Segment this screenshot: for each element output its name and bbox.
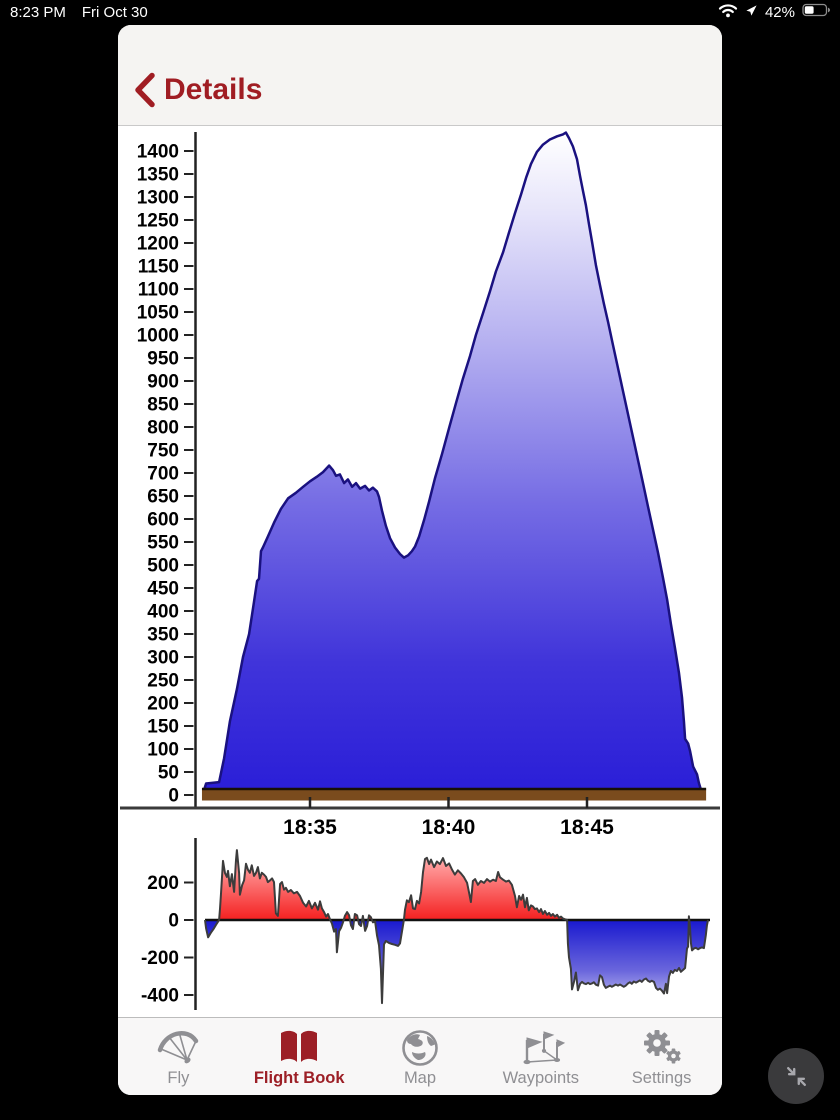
flight-charts[interactable]: 0501001502002503003504004505005506006507… [118,126,722,1017]
svg-text:550: 550 [147,533,179,554]
svg-text:1400: 1400 [137,142,179,163]
svg-text:1200: 1200 [137,234,179,255]
back-chevron-icon [135,72,155,108]
svg-text:50: 50 [158,763,179,784]
collapse-arrows-icon [786,1066,806,1086]
svg-text:150: 150 [147,717,179,738]
globe-icon [402,1030,438,1066]
svg-text:950: 950 [147,349,179,370]
svg-text:-400: -400 [141,986,179,1007]
tab-label: Map [403,1069,437,1087]
tab-flight-book[interactable]: Flight Book [239,1018,360,1095]
svg-text:750: 750 [147,441,179,462]
svg-text:0: 0 [168,786,179,807]
back-button-label: Details [164,73,263,106]
tab-label: Fly [167,1069,190,1087]
tab-label: Settings [631,1069,692,1087]
svg-text:18:40: 18:40 [422,816,476,839]
status-date: Fri Oct 30 [81,3,148,21]
svg-text:1100: 1100 [138,280,179,301]
tab-label: Waypoints [502,1069,579,1087]
svg-text:250: 250 [147,671,179,692]
tab-map[interactable]: Map [360,1018,481,1095]
svg-text:1300: 1300 [137,188,179,209]
svg-text:450: 450 [147,579,179,600]
svg-text:1250: 1250 [137,211,179,232]
back-button[interactable]: Details [133,72,262,108]
svg-text:600: 600 [147,510,179,531]
svg-text:900: 900 [147,372,179,393]
svg-text:1000: 1000 [137,326,179,347]
status-time: 8:23 PM [10,3,66,21]
svg-text:700: 700 [147,464,179,485]
tab-bar: Fly Flight Book Map [118,1017,722,1095]
location-arrow-icon [745,4,758,21]
waypoint-flags-icon [523,1031,565,1065]
collapse-button[interactable] [768,1048,824,1104]
status-bar: 8:23 PM Fri Oct 30 42% [0,0,840,24]
svg-text:100: 100 [147,740,179,761]
gears-icon [643,1030,681,1064]
paraglider-icon [158,1030,199,1064]
svg-text:200: 200 [147,694,179,715]
battery-percent: 42% [764,3,795,21]
svg-text:350: 350 [147,625,179,646]
open-book-icon [281,1030,318,1062]
svg-text:1150: 1150 [138,257,179,278]
svg-text:1350: 1350 [137,165,179,186]
modal-header: Details [118,25,722,126]
svg-text:0: 0 [168,911,179,932]
svg-text:400: 400 [147,602,179,623]
tab-label: Flight Book [253,1069,345,1087]
tab-fly[interactable]: Fly [118,1018,239,1095]
wifi-icon [718,3,738,22]
svg-text:18:35: 18:35 [283,816,337,839]
svg-text:850: 850 [147,395,179,416]
battery-icon [802,3,832,21]
tab-settings[interactable]: Settings [601,1018,722,1095]
svg-text:1050: 1050 [137,303,179,324]
svg-text:200: 200 [147,873,179,894]
svg-text:500: 500 [147,556,179,577]
svg-text:300: 300 [147,648,179,669]
tab-waypoints[interactable]: Waypoints [480,1018,601,1095]
svg-text:650: 650 [147,487,179,508]
svg-text:-200: -200 [141,948,179,969]
svg-text:18:45: 18:45 [560,816,614,839]
svg-text:800: 800 [147,418,179,439]
